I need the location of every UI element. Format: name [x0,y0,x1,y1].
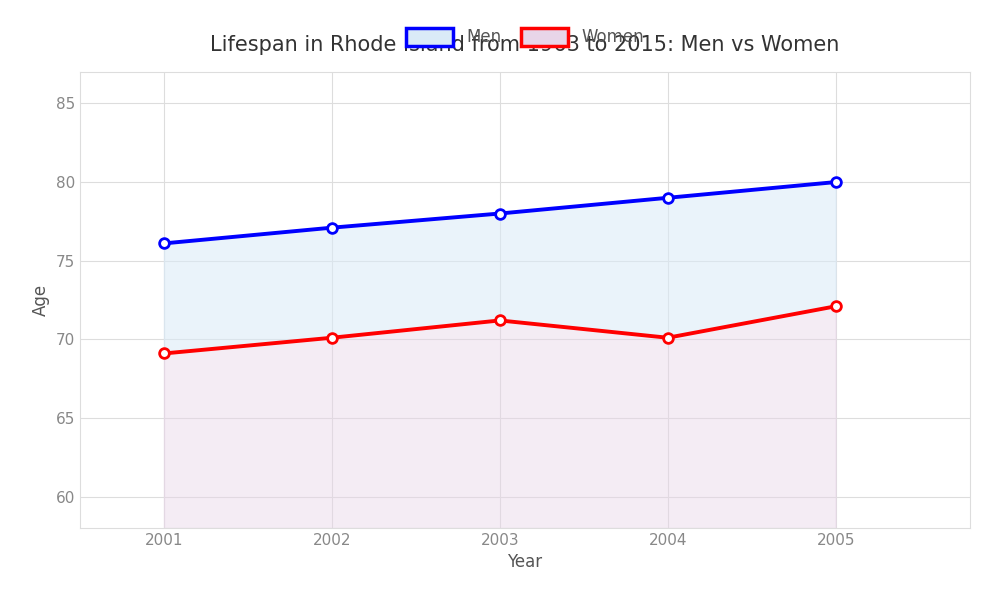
Y-axis label: Age: Age [32,284,50,316]
Title: Lifespan in Rhode Island from 1963 to 2015: Men vs Women: Lifespan in Rhode Island from 1963 to 20… [210,35,840,55]
Legend: Men, Women: Men, Women [399,21,651,53]
X-axis label: Year: Year [507,553,543,571]
